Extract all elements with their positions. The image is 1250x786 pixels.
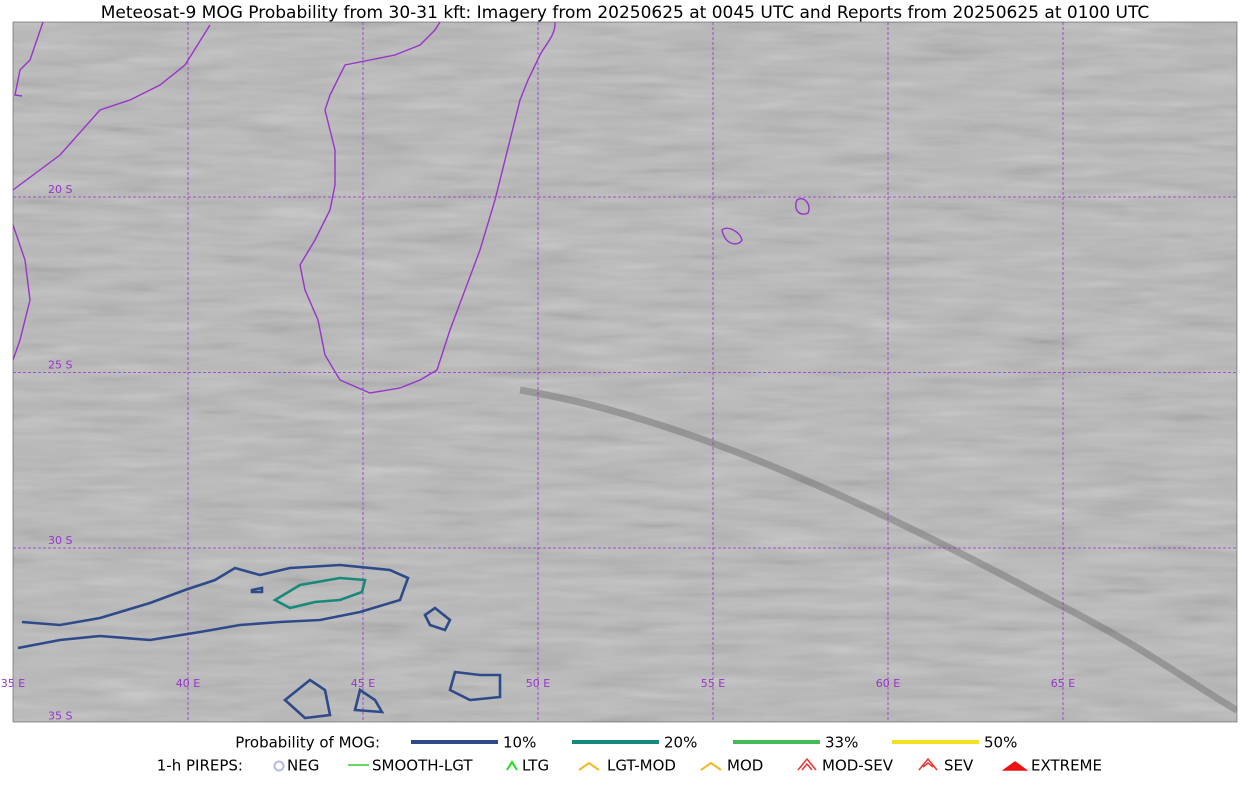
contour-10 [423,606,452,632]
lon-label: 40 E [176,677,200,690]
legend-label: 10% [503,734,536,752]
contour-10 [282,678,332,720]
legend-label: NEG [287,757,319,775]
mog-10-contours [17,563,502,720]
legend: Probability of MOG: 10% 20% 33% 50% 1-h PIREP… [157,734,1102,775]
lon-label: 35 E [1,677,25,690]
grid [13,22,1237,722]
jet-streak [519,386,1237,714]
map [13,22,1237,722]
pirep-icon [797,757,817,771]
lon-label: 65 E [1051,677,1075,690]
lon-label: 60 E [876,677,900,690]
pirep-icon [506,760,518,771]
lat-label: 35 S [48,710,72,723]
mauritius-coast [795,198,810,215]
madagascar-coast [299,22,556,394]
legend-label: MOD [727,757,763,775]
pirep-icon [1001,761,1029,771]
contour-10 [353,687,385,714]
lat-label: 20 S [48,183,72,196]
contour-20 [272,576,367,610]
reunion-coast [721,227,743,245]
contour-10 [250,586,264,594]
pirep-icon [918,757,938,771]
lon-label: 50 E [526,677,550,690]
africa-coast [13,224,31,361]
lat-label: 30 S [48,534,72,547]
legend-label: LTG [522,757,549,775]
africa-coast [13,24,211,191]
legend-label: 33% [825,734,858,752]
pirep-icon [578,761,600,771]
legend-label: SEV [944,757,974,775]
legend-label: LGT-MOD [607,757,676,775]
pirep-icon [273,760,285,772]
legend-title: 1-h PIREPS: [157,757,243,775]
map-frame [12,21,1238,723]
lat-label: 25 S [48,359,72,372]
lon-label: 55 E [701,677,725,690]
legend-label: MOD-SEV [822,757,894,775]
legend-label: EXTREME [1031,757,1102,775]
title: Meteosat-9 MOG Probability from 30-31 kf… [101,3,1150,23]
lon-label: 45 E [351,677,375,690]
imagery-texture [13,22,1237,722]
legend-label: 50% [984,734,1017,752]
pirep-icon [700,761,722,771]
legend-title: Probability of MOG: [235,734,380,752]
legend-label: 20% [664,734,697,752]
legend-label: SMOOTH-LGT [372,757,473,775]
contour-10 [448,670,502,702]
africa-coast [14,22,44,97]
contour-10 [17,563,410,650]
